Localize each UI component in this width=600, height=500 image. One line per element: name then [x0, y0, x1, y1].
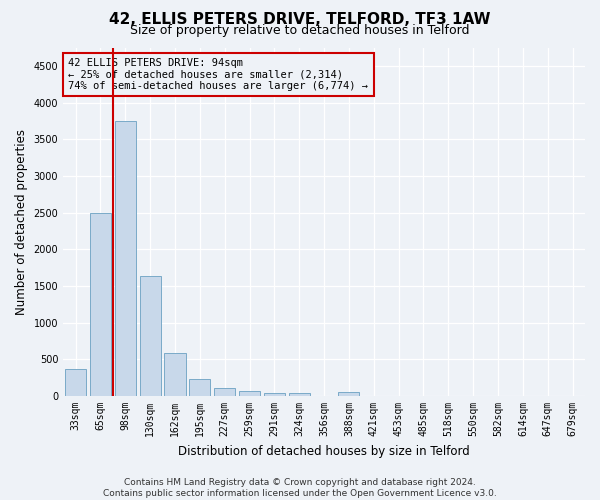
Bar [140, 276, 161, 396]
Text: 42, ELLIS PETERS DRIVE, TELFORD, TF3 1AW: 42, ELLIS PETERS DRIVE, TELFORD, TF3 1AW [109, 12, 491, 28]
Bar [90, 212, 111, 396]
Bar [239, 392, 260, 396]
Bar [115, 121, 136, 396]
Bar [164, 353, 185, 396]
Text: Contains HM Land Registry data © Crown copyright and database right 2024.
Contai: Contains HM Land Registry data © Crown c… [103, 478, 497, 498]
Bar [189, 379, 211, 396]
Bar [214, 388, 235, 396]
Bar [65, 368, 86, 396]
Bar [338, 392, 359, 396]
Bar [289, 394, 310, 396]
Text: 42 ELLIS PETERS DRIVE: 94sqm
← 25% of detached houses are smaller (2,314)
74% of: 42 ELLIS PETERS DRIVE: 94sqm ← 25% of de… [68, 58, 368, 91]
Bar [264, 393, 285, 396]
Text: Size of property relative to detached houses in Telford: Size of property relative to detached ho… [130, 24, 470, 37]
X-axis label: Distribution of detached houses by size in Telford: Distribution of detached houses by size … [178, 444, 470, 458]
Y-axis label: Number of detached properties: Number of detached properties [15, 129, 28, 315]
